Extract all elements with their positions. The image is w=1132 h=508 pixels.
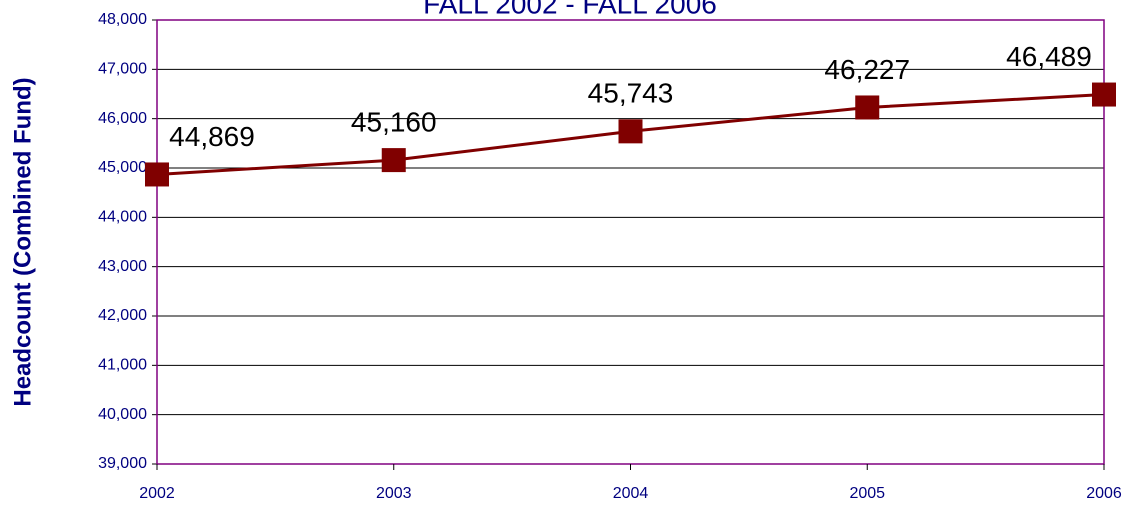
- data-point: [855, 95, 880, 120]
- y-axis-label: Headcount (Combined Fund): [9, 77, 36, 406]
- data-point: [145, 162, 169, 187]
- data-point: [1092, 82, 1116, 107]
- chart-title: FALL 2002 - FALL 2006: [423, 0, 717, 19]
- x-tick-label: 2005: [849, 485, 885, 502]
- y-tick-label: 45,000: [98, 159, 147, 176]
- x-tick-label: 2003: [376, 485, 412, 502]
- y-tick-label: 43,000: [98, 258, 147, 275]
- y-tick-label: 44,000: [98, 209, 147, 226]
- data-label: 44,869: [169, 121, 255, 152]
- x-tick-label: 2004: [613, 485, 649, 502]
- y-tick-label: 39,000: [98, 455, 147, 472]
- y-tick-label: 47,000: [98, 61, 147, 78]
- data-label: 46,489: [1006, 41, 1092, 72]
- y-tick-label: 40,000: [98, 406, 147, 423]
- data-point: [618, 119, 643, 144]
- y-tick-label: 46,000: [98, 110, 147, 127]
- x-tick-label: 2006: [1086, 485, 1122, 502]
- data-label: 46,227: [824, 54, 910, 85]
- data-label: 45,160: [351, 106, 437, 137]
- y-tick-label: 41,000: [98, 357, 147, 374]
- y-tick-label: 48,000: [98, 11, 147, 28]
- data-label: 45,743: [588, 78, 674, 109]
- y-tick-label: 42,000: [98, 307, 147, 324]
- x-tick-label: 2002: [139, 485, 175, 502]
- data-point: [381, 148, 406, 173]
